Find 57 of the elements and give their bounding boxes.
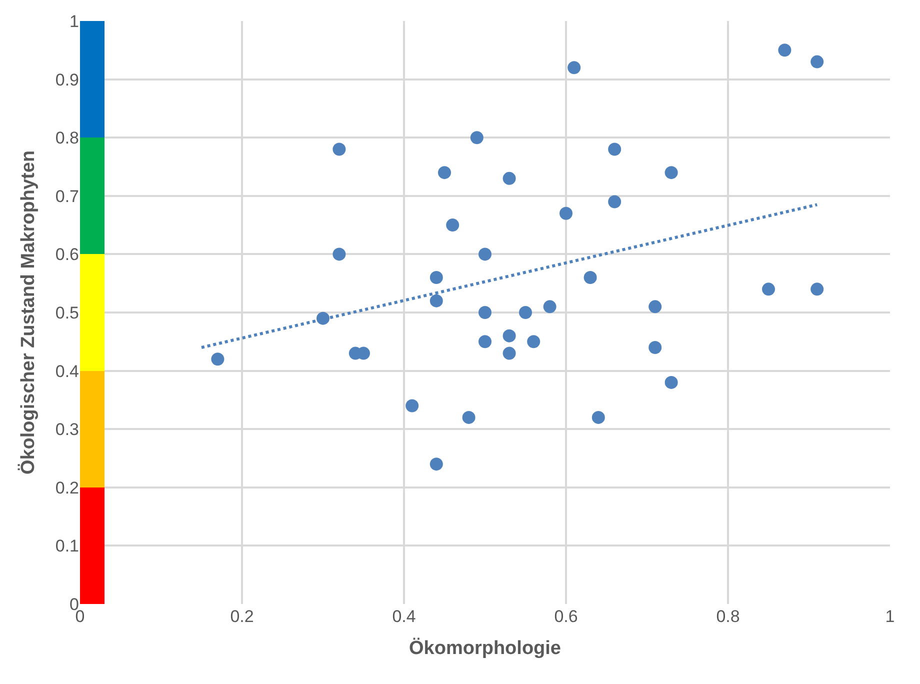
x-tick-label: 0.2	[230, 607, 254, 626]
bar	[80, 21, 104, 138]
point	[478, 248, 492, 261]
point	[332, 142, 346, 156]
point	[470, 131, 484, 144]
point	[648, 340, 662, 354]
y-tick-label: 0.9	[55, 70, 79, 90]
point	[406, 399, 419, 412]
point	[502, 346, 516, 360]
point	[446, 218, 460, 232]
bar	[80, 138, 104, 254]
point	[438, 166, 451, 180]
point	[778, 44, 792, 57]
bar	[80, 370, 104, 488]
y-tick-label: 0.6	[55, 245, 79, 264]
point	[430, 294, 443, 308]
point	[430, 271, 443, 284]
point	[430, 458, 443, 471]
y-tick-label: 0.1	[55, 536, 79, 556]
point	[648, 300, 662, 314]
point	[462, 410, 476, 424]
point	[543, 300, 556, 314]
bar	[80, 254, 104, 371]
bar	[80, 487, 104, 604]
point	[810, 55, 824, 68]
x-axis-title: Ökomorphologie	[409, 636, 561, 659]
x-tick-label: 0.4	[392, 607, 416, 626]
point	[762, 282, 775, 296]
point	[502, 329, 516, 342]
point	[527, 335, 540, 348]
point	[664, 166, 678, 180]
point	[592, 410, 605, 424]
point	[664, 376, 678, 389]
point	[560, 206, 572, 220]
x-tick-label: 1	[885, 607, 895, 626]
point	[810, 282, 824, 296]
point	[502, 172, 516, 185]
y-axis-title: Ökologischer Zustand Makrophyten	[17, 150, 40, 475]
y-tick-label: 0.7	[55, 186, 79, 206]
y-tick-label: 0.4	[55, 362, 79, 381]
point	[584, 271, 597, 284]
point	[332, 248, 346, 261]
point	[211, 352, 224, 366]
y-tick-label: 0.2	[55, 478, 79, 498]
point	[478, 306, 492, 319]
x-tick-label: 0.8	[716, 607, 740, 626]
point	[519, 306, 532, 319]
y-tick-label: 0.8	[55, 128, 79, 148]
x-tick-label: 0.6	[554, 607, 578, 626]
point	[608, 142, 622, 156]
point	[568, 61, 581, 74]
point	[478, 335, 492, 348]
point	[608, 195, 622, 208]
y-tick-label: 0.3	[55, 420, 79, 440]
y-tick-label: 1	[70, 12, 79, 31]
y-tick-label: 0.5	[55, 303, 79, 322]
point	[357, 346, 370, 360]
